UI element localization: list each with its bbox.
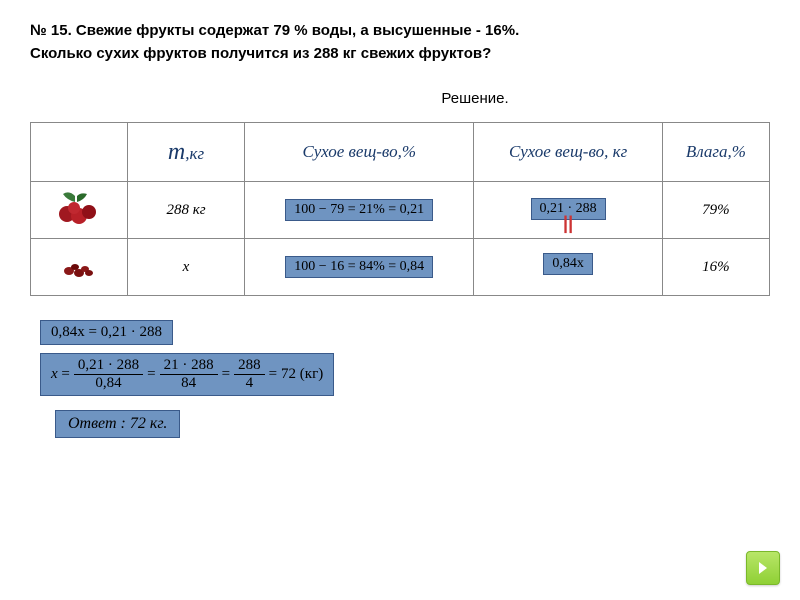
mass-fresh: 288 кг: [128, 182, 245, 239]
table-row: 288 кг 100 − 79 = 21% = 0,21 0,21 · 288 …: [31, 182, 770, 239]
answer-block: Ответ : 72 кг.: [55, 410, 770, 438]
table-header-row: m,кг Сухое вещ-во,% Сухое вещ-во, кг Вла…: [31, 123, 770, 182]
fresh-fruit-icon: [49, 188, 109, 228]
mass-dried: x: [128, 239, 245, 296]
equation-1: 0,84x = 0,21 · 288: [40, 320, 173, 345]
dry-percent-dried: 100 − 16 = 84% = 0,84: [245, 239, 474, 296]
col-mass: m,кг: [128, 123, 245, 182]
col-dry-percent: Сухое вещ-во,%: [245, 123, 474, 182]
next-button[interactable]: [746, 551, 780, 585]
moisture-fresh: 79%: [662, 182, 769, 239]
dry-kg-dried: 0,84x: [474, 239, 662, 296]
equation-2: x = 0,21 · 2880,84 = 21 · 28884 = 2884 =…: [40, 353, 334, 396]
dried-fruit-icon: [49, 245, 109, 285]
col-dry-kg: Сухое вещ-во, кг: [474, 123, 662, 182]
table-row: x 100 − 16 = 84% = 0,84 0,84x 16%: [31, 239, 770, 296]
problem-line1: Свежие фрукты содержат 79 % воды, а высу…: [76, 22, 519, 39]
problem-line2: Сколько сухих фруктов получится из 288 к…: [30, 45, 491, 62]
answer-text: Ответ : 72 кг.: [55, 410, 180, 438]
col-moisture: Влага,%: [662, 123, 769, 182]
solution-table: m,кг Сухое вещ-во,% Сухое вещ-во, кг Вла…: [30, 122, 770, 296]
problem-statement: № 15. Свежие фрукты содержат 79 % воды, …: [30, 20, 770, 65]
arrow-right-icon: [755, 560, 771, 576]
fresh-fruit-cell: [31, 182, 128, 239]
problem-number: № 15.: [30, 22, 72, 39]
moisture-dried: 16%: [662, 239, 769, 296]
equations-block: 0,84x = 0,21 · 288 x = 0,21 · 2880,84 = …: [30, 316, 770, 400]
dried-fruit-cell: [31, 239, 128, 296]
solution-label: Решение.: [180, 90, 770, 107]
equals-sign: ||: [482, 218, 653, 229]
dry-kg-fresh: 0,21 · 288 ||: [474, 182, 662, 239]
dry-percent-fresh: 100 − 79 = 21% = 0,21: [245, 182, 474, 239]
